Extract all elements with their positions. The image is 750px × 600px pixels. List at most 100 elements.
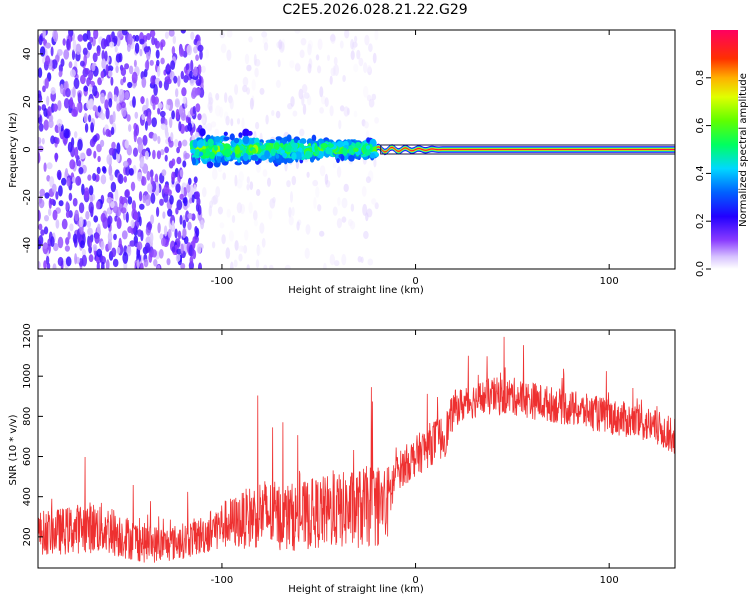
spectrogram-cell — [57, 100, 62, 111]
spectrogram-cell — [125, 211, 129, 223]
spectrogram-cell — [167, 208, 173, 217]
spectrogram-cell — [307, 43, 312, 56]
spectrogram-cell — [91, 63, 96, 72]
spectrogram-cell — [67, 141, 73, 153]
spectrogram-cell — [104, 50, 108, 62]
colorbar-tick-label: 0.4 — [695, 165, 706, 181]
spectrogram-cell — [72, 39, 77, 52]
spectrogram-cell — [230, 118, 234, 127]
spectrogram-cell — [171, 246, 176, 253]
spectrogram-cell — [57, 236, 64, 249]
spectrogram-cell — [357, 256, 362, 263]
spectrogram-cell — [77, 160, 81, 167]
spectrogram-cell — [100, 38, 107, 50]
spectrogram-cell — [65, 201, 69, 211]
spectrogram-cell — [126, 43, 131, 53]
spectrogram-cell — [132, 96, 136, 108]
spectrogram-cell — [124, 63, 130, 70]
spectrogram-cell — [43, 162, 47, 172]
spectrogram-cell — [363, 62, 368, 74]
spectrogram-cell — [65, 88, 71, 98]
spectrogram-cell — [226, 49, 232, 61]
spectrogram-cell — [40, 229, 45, 236]
spectrogram-cell — [156, 150, 161, 160]
spectrogram-cell — [83, 85, 89, 92]
spectrogram-cell — [139, 48, 143, 57]
spectrogram-cell — [195, 79, 202, 87]
spectrogram-cell — [63, 49, 70, 60]
spectrogram-cell — [110, 126, 115, 136]
spectrogram-cell — [84, 187, 90, 199]
spectrogram-cell — [228, 230, 234, 242]
spectrogram-cell — [121, 230, 128, 240]
spectrogram-cell — [52, 263, 57, 269]
spectrogram-cell — [88, 254, 94, 263]
spectrogram-cell — [75, 43, 82, 55]
spectrogram-cell — [299, 49, 305, 59]
spectrogram-cell — [39, 194, 42, 204]
spectrogram-cell — [332, 65, 336, 77]
spectrogram-cell — [285, 144, 292, 153]
spectrogram-cell — [230, 261, 234, 269]
spectrogram-cell — [38, 151, 41, 163]
spectrogram-cell — [371, 93, 377, 101]
spectrogram-cell — [45, 55, 51, 66]
spectrogram-cell — [118, 88, 125, 101]
spectrogram-cell — [114, 188, 119, 201]
spectrogram-cell — [206, 161, 214, 169]
spectrogram-cell — [179, 193, 184, 200]
y-tick-label: -40 — [22, 237, 33, 253]
spectrogram-cell — [189, 70, 193, 79]
spectrogram-cell — [42, 85, 46, 93]
spectrogram-cell — [159, 110, 166, 118]
spectrogram-cell — [290, 191, 293, 203]
spectrogram-cell — [100, 212, 107, 223]
spectrogram-cell — [164, 154, 168, 162]
spectrogram-cell — [100, 174, 107, 185]
spectrogram-cell — [174, 99, 180, 108]
spectrogram-cell — [176, 199, 183, 211]
spectrogram-cell — [186, 44, 192, 56]
spectrogram-cell — [329, 105, 334, 117]
spectrogram-cell — [185, 210, 190, 223]
spectrogram-cell — [138, 216, 142, 227]
spectrogram-cell — [94, 232, 100, 244]
y-tick-label: 0 — [22, 146, 33, 152]
spectrogram-cell — [360, 256, 364, 263]
spectrogram-cell — [52, 103, 58, 112]
spectrogram-cell — [175, 183, 181, 193]
spectrogram-cell — [254, 67, 259, 78]
spectrogram-cell — [105, 63, 109, 76]
spectrogram-cell — [128, 65, 134, 75]
spectrogram-cell — [275, 136, 282, 141]
spectrogram-cell — [288, 215, 294, 226]
spectrogram-cell — [44, 215, 49, 222]
spectrogram-cell — [149, 30, 156, 38]
spectrogram-cell — [193, 176, 198, 184]
spectrogram-cell — [246, 64, 252, 72]
spectrogram-cell — [157, 107, 161, 115]
spectrogram-cell — [115, 53, 121, 63]
spectrogram-cell — [176, 156, 182, 165]
spectrogram-cell — [100, 70, 105, 79]
spectrogram-cell — [65, 256, 72, 267]
spectrogram-cell — [290, 96, 295, 107]
spectrogram-cell — [131, 71, 138, 84]
spectrogram-cell — [78, 167, 84, 175]
spectrogram-cell — [121, 105, 127, 117]
spectrogram-cell — [177, 230, 182, 240]
x-tick-label: -100 — [211, 276, 234, 287]
spectrogram-cell — [340, 154, 345, 162]
spectrogram-cell — [189, 256, 194, 265]
colorbar — [711, 30, 738, 269]
spectrogram-cell — [162, 211, 166, 219]
spectrogram-cell — [160, 57, 165, 65]
spectrogram-cell — [255, 121, 260, 130]
spectrogram-cell — [55, 191, 59, 200]
spectrogram-cell — [159, 198, 164, 206]
spectrogram-cell — [133, 211, 138, 221]
spectrogram-cell — [101, 58, 106, 69]
spectrogram-cell — [77, 139, 83, 151]
spectrogram-cell — [102, 166, 107, 174]
spectrogram-cell — [142, 134, 148, 146]
